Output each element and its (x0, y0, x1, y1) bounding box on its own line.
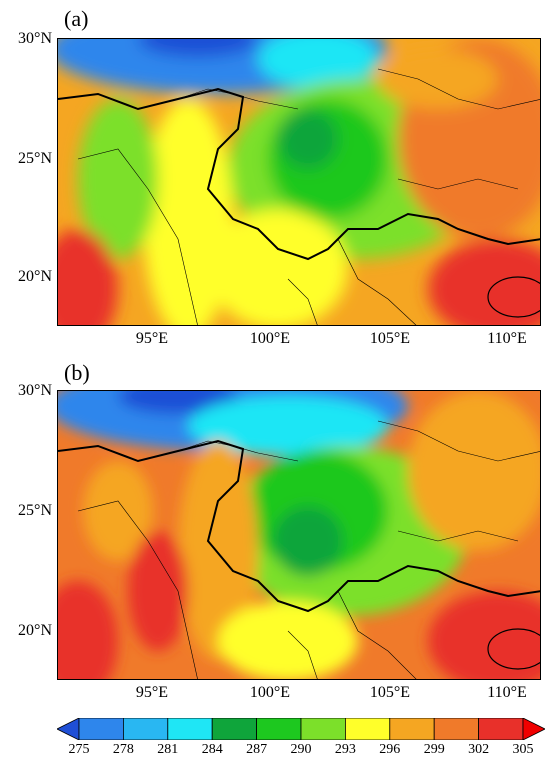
panel-b-lat-20: 20°N (18, 622, 52, 639)
map-panel-a (57, 38, 541, 326)
panel-a-lon-100: 100°E (249, 330, 291, 347)
colorbar-tick-label: 299 (423, 742, 445, 757)
colorbar-tick-label: 290 (290, 742, 312, 757)
colorbar-under-arrow (57, 718, 80, 740)
panel-b-lon-95: 95°E (135, 684, 169, 701)
panel-a-lat-25: 25°N (18, 150, 52, 167)
colorbar-segment (256, 718, 302, 740)
panel-b-field (58, 391, 540, 679)
colorbar-tick-label: 296 (379, 742, 401, 757)
panel-b-lat-30: 30°N (18, 382, 52, 399)
panel-b-label: (b) (64, 360, 90, 385)
colorbar-tick-label: 281 (157, 742, 179, 757)
colorbar-over-arrow (522, 718, 545, 740)
colorbar-tick-label: 293 (334, 742, 356, 757)
colorbar-segment (123, 718, 169, 740)
panel-a-lat-20: 20°N (18, 268, 52, 285)
colorbar-tick-label: 305 (512, 742, 534, 757)
colorbar-segment (433, 718, 480, 740)
panel-b-lon-105: 105°E (369, 684, 411, 701)
colorbar-segment (300, 718, 346, 740)
colorbar-segment (389, 718, 435, 740)
panel-a-lat-30: 30°N (18, 30, 52, 47)
colorbar-tick-label: 278 (112, 742, 134, 757)
colorbar-tick-label: 284 (201, 742, 223, 757)
panel-a-label: (a) (64, 6, 89, 31)
map-panel-b (57, 390, 541, 680)
panel-b-lon-110: 110°E (487, 684, 527, 701)
panel-b-lat-25: 25°N (18, 502, 52, 519)
panel-a-lon-95: 95°E (135, 330, 169, 347)
colorbar-segment (478, 718, 524, 740)
colorbar-segment (78, 718, 124, 740)
colorbar-tick-label: 287 (246, 742, 268, 757)
panel-a-lon-110: 110°E (487, 330, 527, 347)
colorbar-tick-label: 302 (468, 742, 490, 757)
colorbar (57, 718, 545, 740)
panel-b-lon-100: 100°E (249, 684, 291, 701)
panel-a-field (58, 39, 540, 325)
colorbar-segment (211, 718, 257, 740)
colorbar-segment (167, 718, 213, 740)
colorbar-segment (344, 718, 391, 740)
panel-a-lon-105: 105°E (369, 330, 411, 347)
colorbar-tick-label: 275 (68, 742, 90, 757)
